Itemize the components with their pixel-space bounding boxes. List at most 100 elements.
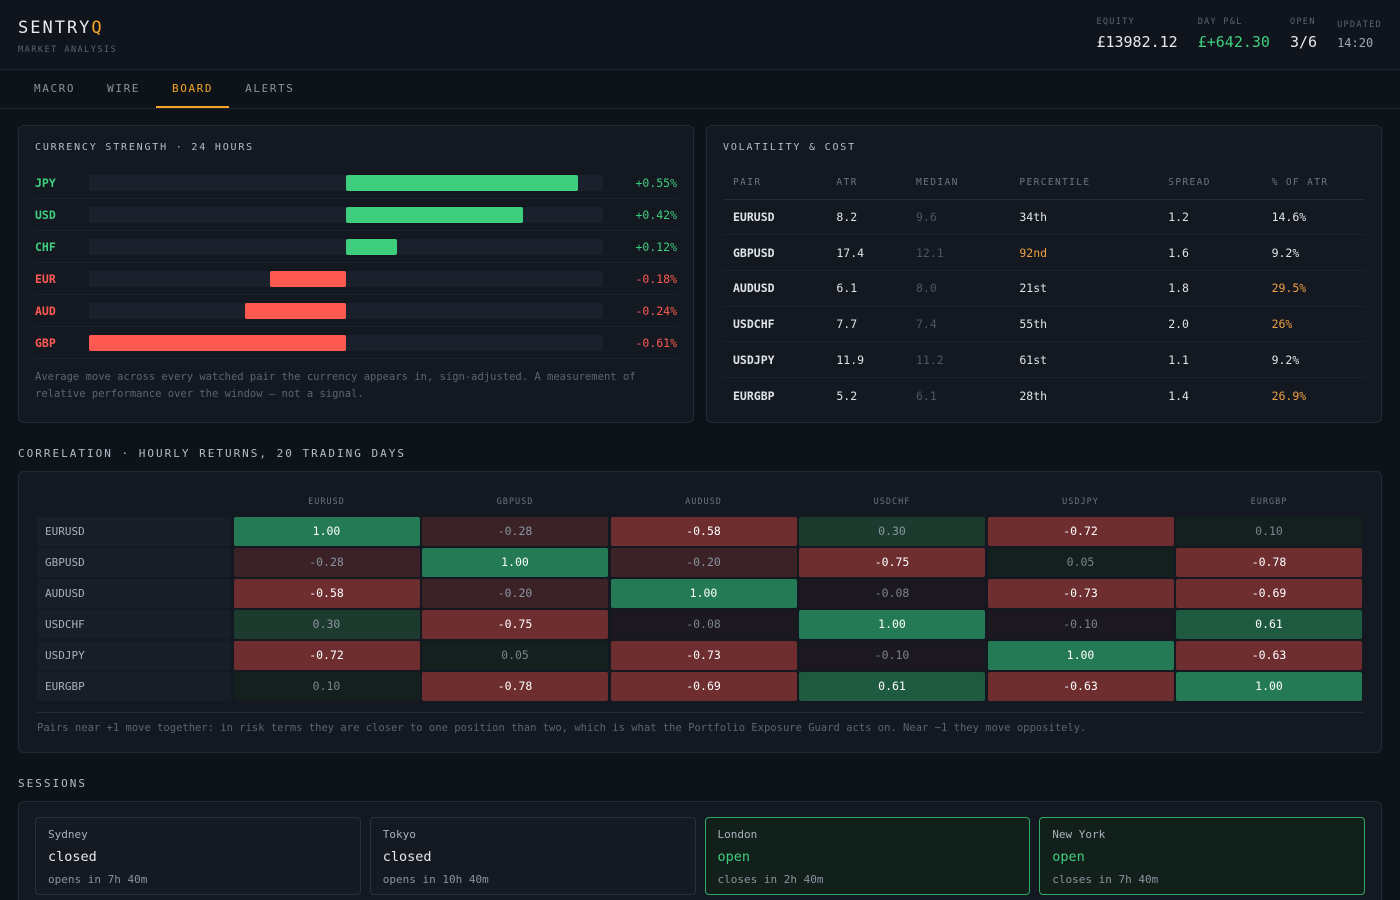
pct-of-atr-cell: 14.6% [1261,199,1365,236]
percentile-cell: 34th [1009,199,1159,236]
strength-bar [244,302,346,319]
median-cell: 11.2 [905,341,1010,378]
session-countdown: opens in 7h 40m [48,873,148,886]
tab-alerts[interactable]: ALERTS [245,82,295,95]
correlation-cell[interactable]: 1.00 [1176,672,1362,701]
brand: SENTRYQ MARKET ANALYSIS [18,18,117,55]
correlation-cell[interactable]: -0.72 [987,517,1174,546]
column-header-atr: ATR [826,167,906,200]
spread-cell: 1.4 [1168,388,1189,403]
correlation-cell[interactable]: -0.08 [799,579,985,608]
matrix-row-usdchf: USDCHF [37,610,231,639]
correlation-cell[interactable]: -0.20 [610,548,797,577]
strength-row-eur: EUR -0.18% [35,263,677,295]
spread-cell: 1.6 [1158,234,1262,271]
median-cell: 6.1 [915,388,937,403]
correlation-cell[interactable]: 0.61 [799,672,985,701]
brand-subtitle: MARKET ANALYSIS [18,45,118,55]
currency-code: USD [35,207,56,222]
matrix-row-audusd: AUDUSD [37,579,231,608]
correlation-cell[interactable]: -0.73 [610,641,797,670]
strength-value: +0.55% [635,175,677,190]
correlation-cell[interactable]: 0.10 [1176,517,1362,546]
correlation-cell[interactable]: -0.58 [610,517,797,546]
correlation-cell[interactable]: 0.30 [233,610,420,639]
atr-cell: 11.9 [826,341,906,378]
correlation-cell[interactable]: -0.58 [233,579,420,608]
correlation-cell[interactable]: 1.00 [799,610,985,639]
session-card-new-york: New York open closes in 7h 40m [1039,817,1365,895]
correlation-cell[interactable]: -0.72 [233,641,420,670]
percentile-cell: 21st [1009,270,1159,307]
tab-macro[interactable]: MACRO [34,82,76,95]
stat-day-p-l: DAY P&L £+642.30 [1198,17,1270,51]
atr-cell: 8.2 [826,199,906,236]
correlation-cell[interactable]: 1.00 [610,579,797,608]
tab-board[interactable]: BOARD [156,70,230,108]
strength-track [89,270,603,287]
pair-cell: EURGBP [733,388,775,403]
correlation-cell[interactable]: -0.75 [799,548,985,577]
correlation-cell[interactable]: 1.00 [233,517,420,546]
currency-strength-note: Average move across every watched pair t… [35,371,636,400]
correlation-cell[interactable]: 0.30 [799,517,985,546]
correlation-cell[interactable]: -0.69 [610,672,797,701]
column-header-median: MEDIAN [905,167,1010,200]
correlation-cell[interactable]: -0.69 [1176,579,1362,608]
session-state: closed [48,849,97,865]
correlation-cell[interactable]: 0.05 [987,548,1174,577]
stat-value: £13982.12 [1096,33,1178,51]
brand-logo[interactable]: SENTRYQ [18,18,117,38]
percentile-cell: 55th [1009,306,1159,343]
pct-of-atr-cell: 26.9% [1271,388,1307,403]
column-header-percentile: PERCENTILE [1009,167,1159,200]
currency-strength-panel: CURRENCY STRENGTH · 24 HOURS JPY +0.55% US… [18,125,694,423]
correlation-cell[interactable]: 0.10 [233,672,420,701]
sessions-section-title: SESSIONS [18,777,87,790]
volatility-cost-panel: VOLATILITY & COST PAIR ATR MEDIAN PERCENTIL… [706,125,1382,423]
correlation-cell[interactable]: -0.63 [987,672,1174,701]
currency-code: EUR [35,271,56,286]
strength-bar [89,334,346,351]
correlation-cell[interactable]: -0.10 [799,641,985,670]
correlation-cell[interactable]: -0.28 [422,517,608,546]
session-state: closed [382,849,432,865]
tab-wire[interactable]: WIRE [107,82,141,95]
brand-name: SENTRY [18,18,92,38]
stat-label: OPEN [1289,17,1316,27]
strength-track [89,302,603,319]
strength-row-chf: CHF +0.12% [35,231,677,263]
strength-value: -0.18% [635,271,677,286]
pair-cell: USDCHF [723,306,827,343]
correlation-cell[interactable]: 0.61 [1176,610,1362,639]
session-card-sydney: Sydney closed opens in 7h 40m [35,817,361,895]
correlation-cell[interactable]: -0.73 [987,579,1174,608]
median-cell: 12.1 [905,234,1010,271]
matrix-row-gbpusd: GBPUSD [37,548,231,577]
correlation-cell[interactable]: -0.78 [1176,548,1362,577]
correlation-cell[interactable]: -0.75 [422,610,608,639]
correlation-panel: EURUSD GBPUSD AUDUSD USDCHF USDJPY EURGBP EURU… [18,471,1382,753]
percentile-cell: 61st [1009,341,1159,378]
strength-bar [346,174,578,191]
correlation-cell[interactable]: 0.05 [422,641,608,670]
strength-bar [346,238,397,255]
session-state: open [1052,849,1085,865]
column-header-spread: SPREAD [1158,167,1262,200]
correlation-cell[interactable]: -0.08 [610,610,797,639]
sessions-panel: Sydney closed opens in 7h 40m Tokyo closed op… [18,801,1382,900]
strength-value: -0.24% [635,303,677,318]
correlation-cell[interactable]: 1.00 [422,548,608,577]
correlation-cell[interactable]: -0.20 [422,579,608,608]
correlation-cell[interactable]: -0.28 [233,548,420,577]
correlation-cell[interactable]: -0.10 [987,610,1174,639]
correlation-cell[interactable]: -0.63 [1176,641,1362,670]
correlation-section-title: CORRELATION · HOURLY RETURNS, 20 TRADING… [18,447,407,460]
correlation-cell[interactable]: 1.00 [987,641,1174,670]
stat-equity: EQUITY £13982.12 [1096,17,1177,51]
correlation-matrix: EURUSD GBPUSD AUDUSD USDCHF USDJPY EURGBP EURU… [37,490,1363,701]
session-city: London [717,828,758,841]
correlation-cell[interactable]: -0.78 [422,672,608,701]
stat-label: EQUITY [1096,17,1135,27]
pair-cell: GBPUSD [723,234,827,271]
